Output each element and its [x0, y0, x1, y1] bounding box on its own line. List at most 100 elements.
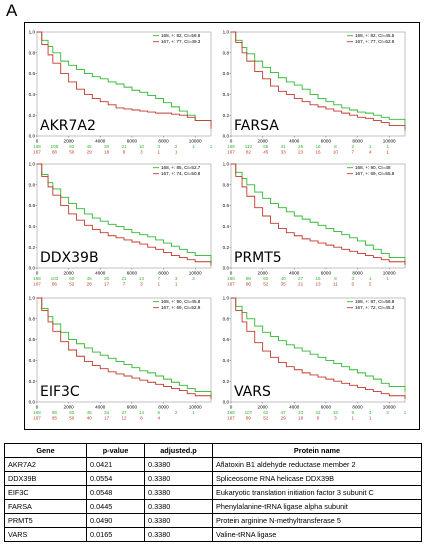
km-plot-eif3c: 1.0 0.8 0.6 0.4 0.2 0.00 2000 4000 6000 8000 10000…: [29, 296, 212, 421]
header-p-value: p-value: [86, 443, 145, 458]
plot-area: [230, 163, 406, 269]
header-protein-name: Protein name: [212, 443, 422, 458]
survival-curve-low: [37, 297, 212, 399]
risk-count-low: 82: [246, 150, 252, 155]
x-tick-label: 6000: [321, 405, 332, 410]
x-tick-label: 0: [230, 271, 233, 276]
survival-curve-high: [231, 297, 406, 392]
risk-count-low: 167: [227, 282, 235, 287]
risk-count-low: 35: [281, 282, 287, 287]
y-tick-label: 0.8: [223, 182, 230, 187]
risk-count-low: 1: [158, 282, 161, 287]
y-tick-label: 0.6: [29, 71, 36, 76]
header-adjusted-p: adjusted.p: [144, 443, 213, 458]
km-plot-ddx39b: 1.0 0.8 0.6 0.4 0.2 0.00 2000 4000 6000 8000 10000…: [29, 162, 212, 287]
risk-count-low: 5: [352, 282, 355, 287]
risk-count-low: 12: [121, 416, 127, 421]
risk-count-high: 16: [315, 144, 321, 149]
risk-count-low: 2: [369, 282, 372, 287]
x-tick-label: 4000: [289, 405, 300, 410]
risk-count-low: 18: [298, 416, 304, 421]
x-tick-label: 6000: [321, 139, 332, 144]
cell-gene: AKR7A2: [4, 457, 87, 472]
risk-count-high: 98: [246, 276, 252, 281]
risk-count-high: 6: [158, 410, 161, 415]
cell-adjusted-p: 0.3380: [144, 457, 213, 472]
risk-count-low: 4: [369, 150, 372, 155]
survival-curve-high: [37, 31, 212, 124]
cell-protein-name: Protein arginine N-methyltransferase 5: [212, 513, 422, 528]
risk-count-high: 2: [192, 276, 195, 281]
x-tick-label: 10000: [383, 139, 396, 144]
risk-count-high: 60: [263, 276, 269, 281]
km-plot-farsa: 1.0 0.8 0.6 0.4 0.2 0.00 2000 4000 6000 8000 10000…: [223, 30, 406, 155]
legend-entry: 168, +: 90, CI=48: [355, 165, 391, 170]
risk-count-low: 13: [315, 282, 321, 287]
risk-count-high: 60: [69, 276, 75, 281]
risk-count-high: 62: [69, 144, 75, 149]
cell-adjusted-p: 0.3380: [144, 485, 213, 500]
cell-gene: PRMT5: [4, 513, 87, 528]
risk-count-high: 3: [158, 144, 161, 149]
risk-count-high: 16: [315, 276, 321, 281]
risk-count-low: 33: [281, 150, 287, 155]
risk-count-low: 86: [52, 282, 58, 287]
risk-count-high: 3: [352, 276, 355, 281]
risk-count-low: 50: [69, 416, 75, 421]
table-row: DDX39B 0.0554 0.3380 Spliceosome RNA helica…: [4, 471, 422, 486]
risk-count-high: 47: [281, 410, 287, 415]
table-row: PRMT5 0.0490 0.3380 Protein arginine N-meth…: [4, 513, 422, 528]
risk-count-low: 8: [123, 150, 126, 155]
risk-count-low: 52: [263, 416, 269, 421]
risk-count-high: 45: [87, 144, 93, 149]
y-tick-label: 0.2: [29, 379, 36, 384]
x-tick-label: 8000: [352, 271, 363, 276]
plot-area: [230, 297, 406, 403]
risk-count-high: 30: [104, 276, 110, 281]
legend-entry: 168, +: 90, CI=45.8: [161, 299, 201, 304]
risk-count-high: 25: [298, 144, 304, 149]
cell-gene: FARSA: [4, 499, 87, 514]
risk-count-low: 167: [33, 282, 41, 287]
risk-count-low: 21: [298, 282, 304, 287]
risk-count-low: 40: [87, 416, 93, 421]
legend-entry: 167, +: 69, CI=55.8: [355, 171, 395, 176]
survival-curve-low: [231, 297, 406, 399]
risk-count-high: 14: [139, 276, 145, 281]
risk-count-low: 28: [87, 282, 93, 287]
x-tick-label: 6000: [127, 139, 138, 144]
table-header-row: Gene p-value adjusted.p Protein name: [4, 443, 422, 458]
risk-count-low: 3: [140, 282, 143, 287]
cell-p-value: 0.0421: [86, 457, 145, 472]
risk-count-high: 1: [404, 410, 407, 415]
legend-entry: 167, +: 69, CI=52.9: [161, 305, 201, 310]
km-plot-akr7a2: 1.0 0.8 0.6 0.4 0.2 0.00 2000 4000 6000 8000 10000…: [29, 30, 213, 155]
x-tick-label: 4000: [95, 139, 106, 144]
y-tick-label: 0.2: [223, 113, 230, 118]
cell-protein-name: Aflatoxin B1 aldehyde reductase member 2: [212, 457, 422, 472]
risk-count-high: 60: [69, 410, 75, 415]
risk-count-high: 168: [33, 410, 41, 415]
risk-count-low: 1: [352, 416, 355, 421]
gene-label: VARS: [234, 384, 271, 400]
risk-count-high: 168: [33, 144, 41, 149]
km-plot-prmt5: 1.0 0.8 0.6 0.4 0.2 0.00 2000 4000 6000 8000 10000…: [223, 162, 406, 287]
risk-count-high: 9: [334, 276, 337, 281]
risk-count-low: 95: [52, 416, 58, 421]
risk-count-low: 8: [140, 416, 143, 421]
risk-count-high: 1: [192, 410, 195, 415]
cell-protein-name: Spliceosome RNA helicase DDX39B: [212, 471, 422, 486]
x-tick-label: 8000: [352, 405, 363, 410]
legend-entry: 168, +: 82, CI=45.5: [355, 33, 395, 38]
y-tick-label: 0.4: [223, 92, 230, 97]
y-tick-label: 0.2: [223, 245, 230, 250]
risk-count-low: 89: [246, 416, 252, 421]
risk-count-low: 10: [333, 150, 339, 155]
risk-count-high: 41: [281, 144, 287, 149]
risk-count-low: 1: [386, 150, 389, 155]
risk-count-high: 34: [104, 410, 110, 415]
risk-count-high: 98: [52, 410, 58, 415]
risk-count-high: 1: [386, 276, 389, 281]
y-tick-label: 0.8: [223, 50, 230, 55]
risk-count-low: 1: [369, 416, 372, 421]
